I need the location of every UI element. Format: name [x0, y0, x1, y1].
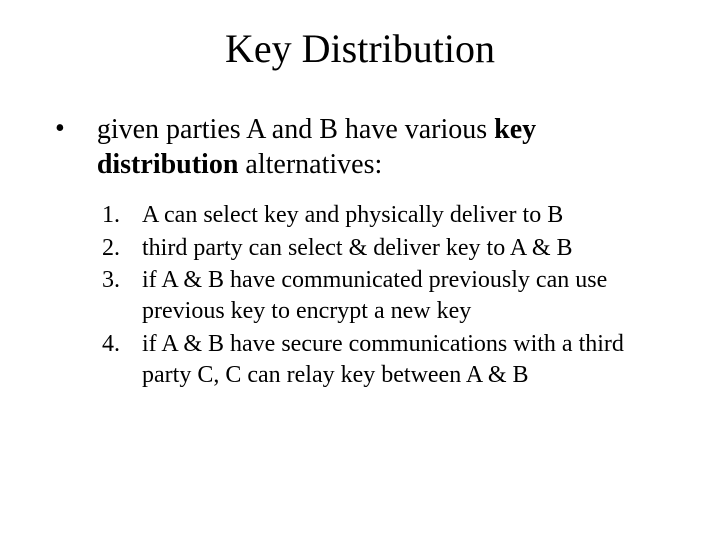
num-text: if A & B have communicated previously ca…: [142, 265, 670, 326]
intro-before-bold: given parties A and B have various: [97, 114, 494, 145]
num-text: if A & B have secure communications with…: [142, 329, 670, 390]
num-text: A can select key and physically deliver …: [142, 200, 670, 231]
num-marker: 1.: [102, 200, 132, 231]
intro-text: given parties A and B have various key d…: [97, 112, 670, 182]
intro-bullet: • given parties A and B have various key…: [50, 112, 670, 182]
num-marker: 2.: [102, 233, 132, 264]
slide-title: Key Distribution: [50, 25, 670, 72]
num-marker: 3.: [102, 265, 132, 296]
num-text: third party can select & deliver key to …: [142, 233, 670, 264]
list-item: 4. if A & B have secure communications w…: [102, 329, 670, 390]
list-item: 1. A can select key and physically deliv…: [102, 200, 670, 231]
numbered-list: 1. A can select key and physically deliv…: [102, 200, 670, 390]
list-item: 2. third party can select & deliver key …: [102, 233, 670, 264]
slide-container: Key Distribution • given parties A and B…: [0, 0, 720, 540]
num-marker: 4.: [102, 329, 132, 360]
bullet-marker: •: [55, 112, 65, 146]
list-item: 3. if A & B have communicated previously…: [102, 265, 670, 326]
intro-after-bold: alternatives:: [238, 149, 382, 180]
